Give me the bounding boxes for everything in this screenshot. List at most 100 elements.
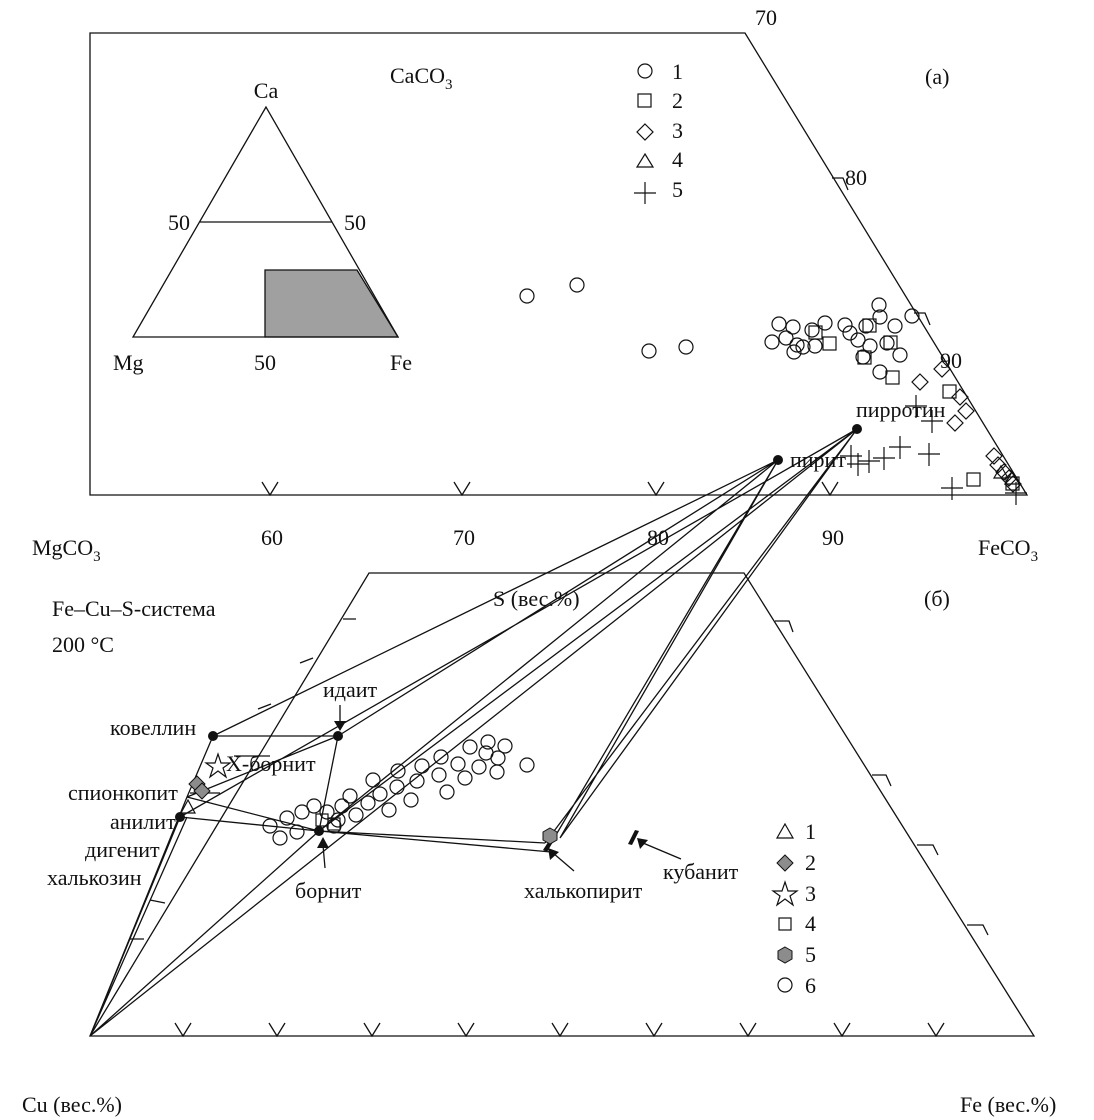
point-a-circle <box>641 343 657 359</box>
label-cubanite: кубанит <box>663 859 739 884</box>
point-b-circle <box>348 807 364 823</box>
point-b-circle <box>306 798 322 814</box>
side-tick-80: 80 <box>845 165 867 190</box>
system-label: Fe–Cu–S-система <box>52 596 216 621</box>
panel-b-left-ticks <box>130 618 356 940</box>
point-b-circle <box>462 739 478 755</box>
point-b-star <box>204 752 232 779</box>
tick-label-60: 60 <box>261 525 283 550</box>
point-b-circle <box>490 750 506 766</box>
top-axis-label: S (вес.%) <box>493 586 580 611</box>
legend-a-triangle-symbol <box>635 152 655 168</box>
point-b-circle <box>471 759 487 775</box>
point-b-circle <box>360 795 376 811</box>
panel-letter-b: (б) <box>924 586 950 611</box>
point-a-circle <box>887 318 903 334</box>
bottom-left-axis-label: Cu (вес.%) <box>22 1092 122 1117</box>
point-a-diamond <box>989 456 1007 474</box>
point-b-circle <box>450 756 466 772</box>
left-label-mgco3: MgCO3 <box>32 535 101 565</box>
legend-a-label-3: 3 <box>672 118 683 143</box>
point-b-circle <box>272 830 288 846</box>
label-spionkopite: спионкопит <box>68 780 178 805</box>
panel-b-right-ticks <box>775 620 989 936</box>
tick-label-70: 70 <box>453 525 475 550</box>
point-b-circle <box>319 804 335 820</box>
point-b-circle <box>294 804 310 820</box>
label-covellite: ковеллин <box>110 715 196 740</box>
point-a-diamond <box>933 360 951 378</box>
legend-a-square-symbol <box>637 93 652 108</box>
arrow-bornite <box>322 844 326 869</box>
point-a-diamond <box>1004 475 1022 493</box>
point-b-circle <box>262 818 278 834</box>
point-a-square <box>857 350 872 365</box>
legend-a-label-5: 5 <box>672 177 683 202</box>
label-bornite: борнит <box>295 878 362 903</box>
inset-label-50-right: 50 <box>344 210 366 235</box>
point-a-circle <box>569 277 585 293</box>
label-arrows <box>317 705 682 872</box>
panel-a-bottom-ticks <box>261 481 839 497</box>
legend-a-label-1: 1 <box>672 59 683 84</box>
panel-b-points <box>179 734 558 846</box>
point-b-circle <box>480 734 496 750</box>
panel-b-bottom-ticks <box>174 1022 945 1038</box>
point-a-circle <box>858 318 874 334</box>
point-a-diamond <box>985 447 1003 465</box>
tick-label-80: 80 <box>647 525 669 550</box>
point-b-circle <box>390 763 406 779</box>
point-b-circle <box>457 770 473 786</box>
label-anilite: анилит <box>110 809 176 834</box>
point-a-circle <box>519 288 535 304</box>
legend-b-star-symbol <box>771 880 799 907</box>
side-tick-70: 70 <box>755 5 777 30</box>
legend-a-label-4: 4 <box>672 147 683 172</box>
side-tick-90: 90 <box>940 348 962 373</box>
point-a-circle <box>862 338 878 354</box>
bottom-right-axis-label: Fe (вес.%) <box>960 1092 1056 1117</box>
legend-a: 1 2 3 4 5 <box>634 59 683 204</box>
point-b-circle <box>334 798 350 814</box>
point-a-circle <box>804 322 820 338</box>
point-a-circle <box>764 334 780 350</box>
inset-label-mg: Mg <box>113 350 144 375</box>
point-b-circle <box>519 757 535 773</box>
point-b-circle <box>289 824 305 840</box>
point-a-circle <box>872 309 888 325</box>
point-b-square <box>327 817 341 831</box>
arrowhead-bornite <box>317 837 329 848</box>
point-b-circle <box>381 802 397 818</box>
series-a-diamonds <box>911 360 1022 493</box>
tie-lines <box>89 428 858 1037</box>
arrowhead-idaite <box>334 721 346 731</box>
node-pyrite <box>773 455 783 465</box>
point-b-circle <box>372 786 388 802</box>
panel-a-points <box>519 277 1027 505</box>
point-a-square <box>862 318 877 333</box>
point-a-circle <box>842 325 858 341</box>
point-b-circle <box>497 738 513 754</box>
legend-b-label-3: 3 <box>805 881 816 906</box>
panel-b-frame <box>88 572 1036 1037</box>
label-chalcocite: халькозин <box>47 865 142 890</box>
point-b-circle <box>389 779 405 795</box>
legend-b-gray-hexagon-symbol <box>777 946 793 964</box>
point-a-diamond <box>946 414 964 432</box>
panel-letter-a: (a) <box>925 64 949 89</box>
point-a-circle <box>850 332 866 348</box>
arrow-cubanite <box>642 842 682 860</box>
point-a-square <box>822 336 837 351</box>
series-b-circles <box>262 734 535 846</box>
point-a-diamond <box>911 373 929 391</box>
legend-b-label-4: 4 <box>805 911 816 936</box>
point-a-circle <box>871 297 887 313</box>
panel-a: 60 70 80 90 70 80 90 CaCO3 MgCO3 FeCO3 (… <box>32 5 1038 565</box>
point-b-circle <box>489 764 505 780</box>
series-a-triangles <box>992 464 1021 485</box>
series-b-triangles <box>179 798 197 814</box>
panel-b: Fe–Cu–S-система 200 °C S (вес.%) Cu (вес… <box>22 397 1056 1117</box>
label-digenite: дигенит <box>85 837 160 862</box>
legend-b-label-5: 5 <box>805 942 816 967</box>
